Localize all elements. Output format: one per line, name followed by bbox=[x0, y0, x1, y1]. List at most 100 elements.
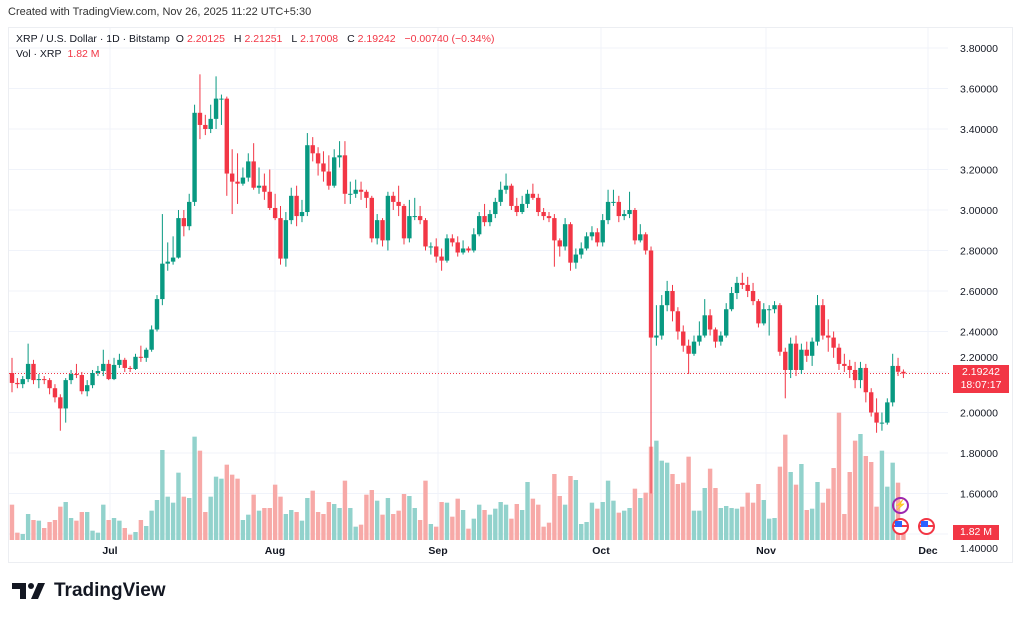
candle[interactable] bbox=[428, 242, 434, 255]
candle[interactable] bbox=[842, 353, 847, 372]
candle[interactable] bbox=[160, 214, 165, 306]
candle[interactable] bbox=[337, 141, 342, 168]
candle[interactable] bbox=[256, 167, 262, 194]
candle[interactable] bbox=[165, 242, 170, 271]
candle[interactable] bbox=[111, 357, 117, 381]
candle[interactable] bbox=[229, 149, 235, 215]
candle[interactable] bbox=[154, 295, 160, 332]
candle[interactable] bbox=[487, 210, 493, 227]
candle[interactable] bbox=[471, 228, 477, 253]
candle[interactable] bbox=[589, 226, 595, 241]
candle[interactable] bbox=[20, 376, 25, 389]
candle[interactable] bbox=[659, 295, 664, 340]
candle[interactable] bbox=[895, 357, 901, 377]
candle[interactable] bbox=[836, 343, 842, 370]
candle[interactable] bbox=[686, 339, 691, 375]
candle[interactable] bbox=[407, 199, 412, 243]
candle[interactable] bbox=[187, 193, 192, 231]
candle[interactable] bbox=[826, 319, 831, 352]
candle[interactable] bbox=[552, 214, 557, 267]
candle[interactable] bbox=[493, 197, 498, 219]
candle[interactable] bbox=[638, 224, 643, 243]
candle[interactable] bbox=[213, 76, 219, 129]
candle[interactable] bbox=[681, 325, 686, 352]
candle[interactable] bbox=[326, 155, 332, 190]
candle[interactable] bbox=[772, 301, 777, 314]
candle[interactable] bbox=[305, 133, 310, 217]
candle[interactable] bbox=[315, 147, 321, 176]
candle[interactable] bbox=[9, 357, 15, 393]
candle[interactable] bbox=[740, 272, 745, 289]
candle[interactable] bbox=[627, 191, 632, 219]
candle[interactable] bbox=[289, 187, 294, 225]
candle[interactable] bbox=[901, 369, 906, 379]
candle[interactable] bbox=[745, 276, 750, 298]
candle[interactable] bbox=[203, 114, 208, 136]
candle[interactable] bbox=[358, 181, 364, 200]
candle[interactable] bbox=[444, 234, 450, 263]
candle[interactable] bbox=[697, 321, 702, 346]
candle[interactable] bbox=[224, 96, 229, 196]
candle[interactable] bbox=[756, 299, 761, 328]
candle[interactable] bbox=[283, 212, 289, 267]
candle[interactable] bbox=[63, 378, 68, 423]
candle[interactable] bbox=[761, 303, 766, 326]
candle[interactable] bbox=[353, 179, 358, 198]
candle[interactable] bbox=[718, 331, 724, 346]
candle[interactable] bbox=[820, 299, 826, 340]
candle[interactable] bbox=[342, 141, 348, 204]
candle[interactable] bbox=[616, 195, 622, 223]
candle[interactable] bbox=[391, 191, 396, 210]
candle[interactable] bbox=[530, 183, 536, 200]
candle[interactable] bbox=[36, 374, 42, 389]
candle[interactable] bbox=[546, 212, 552, 223]
candle[interactable] bbox=[675, 307, 681, 340]
candle[interactable] bbox=[584, 232, 589, 251]
candle[interactable] bbox=[396, 185, 401, 217]
candle[interactable] bbox=[272, 193, 278, 221]
candle[interactable] bbox=[541, 207, 546, 221]
candle[interactable] bbox=[874, 398, 879, 433]
candle[interactable] bbox=[568, 222, 573, 271]
candle[interactable] bbox=[498, 181, 503, 206]
candle[interactable] bbox=[595, 228, 600, 247]
candle[interactable] bbox=[455, 236, 460, 257]
candle[interactable] bbox=[525, 189, 530, 208]
candle[interactable] bbox=[536, 193, 541, 217]
candle[interactable] bbox=[84, 380, 90, 397]
candle[interactable] bbox=[809, 337, 815, 366]
candle[interactable] bbox=[42, 376, 47, 385]
candle[interactable] bbox=[869, 388, 874, 417]
lightning-event-icon[interactable]: ⚡ bbox=[892, 497, 909, 514]
candle[interactable] bbox=[401, 203, 407, 245]
candle[interactable] bbox=[25, 343, 31, 383]
us-flag-event-icon[interactable] bbox=[918, 518, 935, 535]
candle[interactable] bbox=[101, 349, 106, 377]
candle[interactable] bbox=[509, 183, 514, 210]
candle[interactable] bbox=[643, 232, 648, 255]
candle[interactable] bbox=[219, 94, 224, 125]
candle[interactable] bbox=[79, 372, 85, 395]
candle[interactable] bbox=[74, 363, 79, 379]
candle[interactable] bbox=[106, 359, 111, 381]
candle[interactable] bbox=[380, 218, 385, 247]
candle[interactable] bbox=[691, 335, 697, 356]
candle[interactable] bbox=[423, 218, 428, 251]
candle[interactable] bbox=[852, 361, 858, 389]
candle[interactable] bbox=[611, 189, 616, 206]
candle[interactable] bbox=[348, 181, 353, 204]
candle[interactable] bbox=[95, 365, 101, 377]
candle[interactable] bbox=[793, 335, 799, 377]
candle[interactable] bbox=[127, 365, 133, 372]
candle[interactable] bbox=[52, 384, 58, 403]
candle[interactable] bbox=[170, 236, 176, 265]
candle[interactable] bbox=[863, 363, 869, 403]
candle[interactable] bbox=[299, 199, 305, 223]
candle[interactable] bbox=[605, 189, 611, 225]
candle[interactable] bbox=[385, 191, 391, 251]
candle[interactable] bbox=[460, 240, 466, 255]
symbol-description[interactable]: XRP / U.S. Dollar · 1D · Bitstamp bbox=[16, 33, 170, 45]
candle[interactable] bbox=[332, 149, 337, 188]
candle[interactable] bbox=[766, 305, 772, 336]
candle[interactable] bbox=[503, 173, 509, 194]
